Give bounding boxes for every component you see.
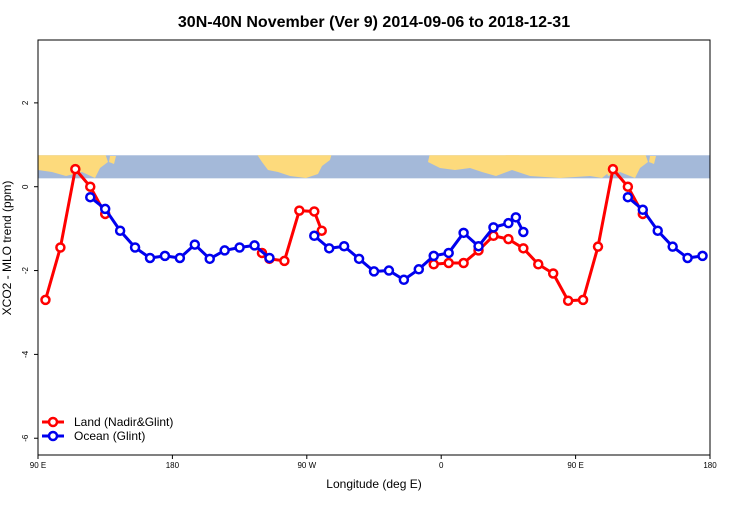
y-axis: 2 0 -2 -4 -6 bbox=[21, 100, 38, 442]
y-tick-label: -6 bbox=[21, 434, 30, 442]
data-point bbox=[309, 230, 320, 242]
data-point bbox=[503, 217, 514, 229]
legend: Land (Nadir&Glint)Ocean (Glint) bbox=[42, 415, 173, 443]
data-point bbox=[652, 225, 663, 236]
data-point bbox=[510, 212, 522, 223]
data-point bbox=[323, 243, 335, 254]
data-point bbox=[85, 191, 96, 203]
data-point bbox=[204, 253, 215, 265]
y-tick-label: 0 bbox=[21, 184, 30, 189]
plot-frame bbox=[37, 39, 711, 456]
data-point bbox=[85, 181, 96, 192]
data-point bbox=[592, 241, 604, 252]
y-tick-label: -2 bbox=[21, 266, 30, 274]
legend-item-land-nadir-glint: Land (Nadir&Glint) bbox=[42, 415, 173, 429]
data-point bbox=[279, 255, 290, 267]
legend-marker bbox=[47, 430, 59, 442]
data-point bbox=[219, 245, 230, 256]
series-ocean-glint bbox=[85, 191, 708, 286]
x-tick-label: 0 bbox=[439, 461, 444, 470]
data-point bbox=[458, 257, 469, 269]
data-point bbox=[398, 274, 410, 286]
data-point bbox=[428, 259, 439, 270]
x-axis: 90 E 180 90 W 0 90 E 180 bbox=[30, 455, 717, 470]
x-tick-label: 180 bbox=[166, 461, 180, 470]
data-point bbox=[294, 205, 305, 216]
data-point bbox=[622, 191, 634, 203]
x-tick-label: 90 E bbox=[567, 461, 583, 470]
data-point bbox=[697, 250, 708, 262]
data-point bbox=[309, 206, 320, 217]
data-point bbox=[473, 240, 484, 252]
data-point bbox=[458, 227, 469, 239]
data-point bbox=[607, 163, 619, 175]
data-point bbox=[129, 242, 141, 253]
chart-title: 30N-40N November (Ver 9) 2014-09-06 to 2… bbox=[178, 14, 570, 31]
legend-label: Ocean (Glint) bbox=[74, 429, 145, 443]
data-point bbox=[622, 181, 634, 192]
legend-marker bbox=[47, 416, 59, 428]
data-point bbox=[547, 268, 559, 279]
legend-label: Land (Nadir&Glint) bbox=[74, 415, 173, 429]
data-point bbox=[443, 257, 454, 269]
series-layer bbox=[40, 163, 708, 306]
data-point bbox=[518, 226, 529, 238]
x-tick-label: 90 W bbox=[297, 461, 316, 470]
map-land bbox=[38, 155, 656, 178]
data-point bbox=[518, 243, 529, 254]
data-point bbox=[159, 250, 171, 262]
data-point bbox=[234, 242, 245, 253]
data-point bbox=[533, 259, 544, 270]
data-point bbox=[249, 240, 260, 251]
data-point bbox=[577, 294, 589, 306]
data-point bbox=[637, 204, 649, 216]
data-point bbox=[443, 247, 454, 259]
data-point bbox=[383, 265, 395, 276]
data-point bbox=[428, 250, 439, 262]
data-point bbox=[682, 252, 693, 264]
x-tick-label: 180 bbox=[703, 461, 717, 470]
data-point bbox=[55, 242, 66, 253]
series-land-nadir-glint bbox=[40, 163, 649, 306]
data-point bbox=[264, 252, 275, 264]
data-point bbox=[144, 252, 156, 264]
y-tick-label: 2 bbox=[21, 100, 30, 105]
data-point bbox=[488, 222, 499, 233]
data-point bbox=[70, 163, 81, 175]
data-point bbox=[353, 253, 365, 265]
series-line bbox=[313, 215, 525, 282]
x-tick-label: 90 E bbox=[30, 461, 46, 470]
data-point bbox=[99, 203, 111, 215]
y-axis-label: XCO2 - MLO trend (ppm) bbox=[0, 181, 14, 316]
data-point bbox=[413, 264, 425, 275]
data-point bbox=[503, 233, 514, 245]
data-point bbox=[174, 252, 186, 264]
y-tick-label: -4 bbox=[21, 350, 30, 358]
data-point bbox=[667, 241, 678, 252]
legend-item-ocean-glint: Ocean (Glint) bbox=[42, 429, 145, 443]
data-point bbox=[338, 240, 350, 252]
data-point bbox=[189, 239, 201, 250]
data-point bbox=[40, 294, 51, 306]
data-point bbox=[562, 295, 574, 306]
series-line bbox=[44, 167, 107, 301]
data-point bbox=[368, 266, 380, 277]
x-axis-label: Longitude (deg E) bbox=[326, 477, 421, 491]
world-map-band bbox=[38, 155, 710, 179]
data-point bbox=[316, 225, 327, 236]
data-point bbox=[114, 225, 126, 236]
